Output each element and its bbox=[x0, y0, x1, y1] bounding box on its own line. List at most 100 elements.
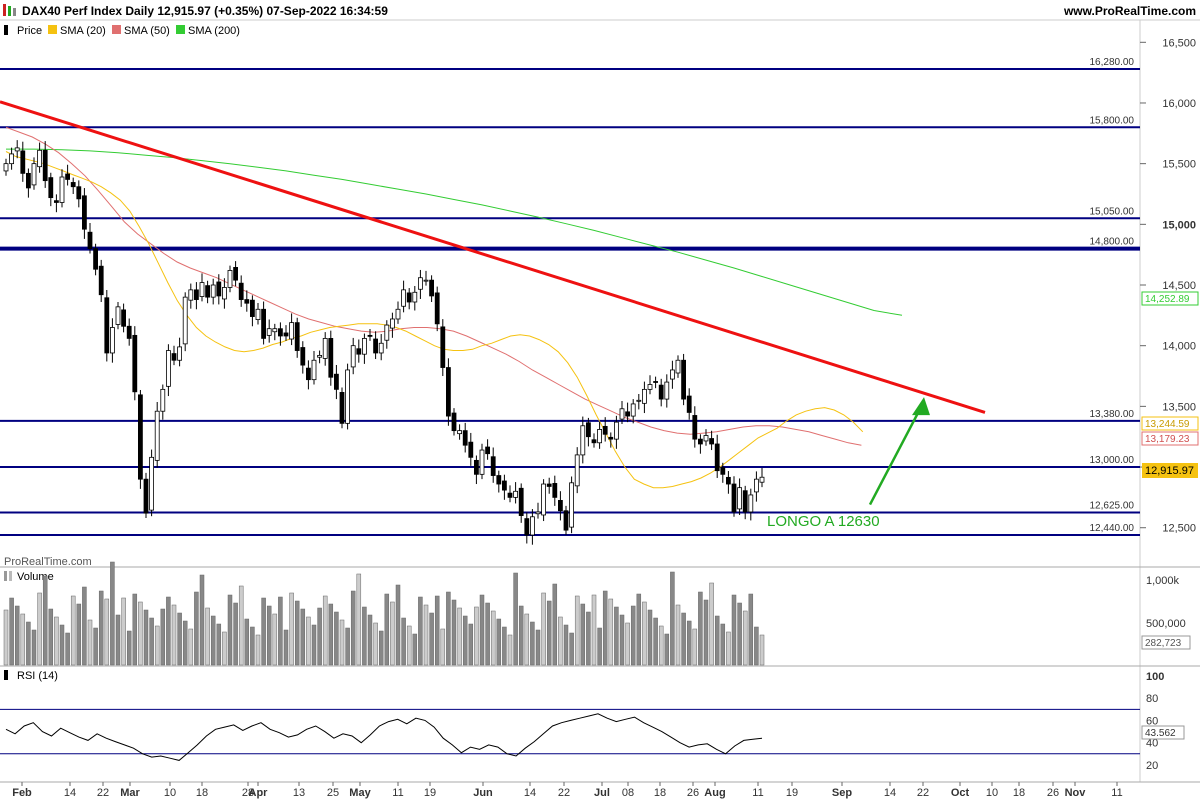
volume-bar bbox=[726, 631, 731, 666]
candle bbox=[731, 476, 737, 517]
level-label: 12,625.00 bbox=[1090, 501, 1135, 512]
date-tick-label: 11 bbox=[392, 787, 403, 799]
level-label: 15,050.00 bbox=[1090, 206, 1135, 217]
candle bbox=[737, 478, 742, 515]
candle bbox=[317, 350, 323, 364]
candle bbox=[412, 285, 418, 311]
volume-bar bbox=[625, 622, 630, 666]
target-arrow bbox=[868, 397, 930, 506]
date-tick-label: 10 bbox=[986, 787, 998, 799]
volume-bar bbox=[104, 598, 110, 666]
candle bbox=[619, 401, 625, 424]
candle bbox=[541, 479, 546, 522]
candle bbox=[25, 168, 31, 198]
volume-bar bbox=[378, 630, 384, 666]
volume-bar bbox=[535, 629, 541, 666]
red-trendline[interactable] bbox=[0, 100, 986, 414]
candle bbox=[686, 388, 692, 420]
date-tick-label: 11 bbox=[1111, 787, 1122, 799]
date-tick-label: 22 bbox=[97, 787, 109, 799]
candle bbox=[496, 470, 502, 493]
volume-bar bbox=[205, 607, 210, 666]
volume-bar bbox=[334, 611, 339, 666]
legend-sma200: SMA (200) bbox=[188, 25, 240, 37]
volume-bar bbox=[675, 604, 681, 666]
candle bbox=[692, 406, 698, 448]
volume-bar bbox=[222, 631, 227, 666]
volume-bar bbox=[731, 594, 737, 666]
volume-bar bbox=[759, 634, 765, 666]
sma20-tag: 13,244.59 bbox=[1145, 419, 1190, 430]
volume-bar bbox=[59, 624, 65, 666]
candle bbox=[110, 318, 115, 363]
date-tick-label: May bbox=[349, 787, 371, 799]
rsi-tick-label: 100 bbox=[1146, 671, 1164, 683]
candle bbox=[255, 302, 261, 325]
date-tick-label: 22 bbox=[917, 787, 929, 799]
rsi-tick-label: 40 bbox=[1146, 738, 1158, 750]
candle bbox=[479, 443, 485, 480]
candle bbox=[31, 157, 37, 190]
candle bbox=[294, 317, 300, 358]
volume-bar bbox=[132, 593, 138, 666]
price-tick-label: 15,500 bbox=[1162, 159, 1196, 171]
candle bbox=[20, 141, 26, 182]
volume-bar bbox=[742, 610, 748, 666]
volume-bar bbox=[709, 582, 714, 666]
candle bbox=[625, 402, 630, 423]
candle bbox=[54, 194, 59, 213]
date-tick-label: 22 bbox=[558, 787, 570, 799]
candle bbox=[48, 172, 54, 207]
volume-bar bbox=[754, 626, 759, 666]
volume-bar bbox=[300, 608, 306, 666]
chart-title-text: DAX40 Perf Index Daily 12,915.97 (+0.35%… bbox=[22, 4, 388, 18]
candle bbox=[37, 142, 42, 173]
brand-link[interactable]: www.ProRealTime.com bbox=[1063, 4, 1196, 18]
candle bbox=[748, 488, 754, 521]
candle bbox=[378, 334, 384, 361]
legend-sma50: SMA (50) bbox=[124, 25, 170, 37]
volume-bar bbox=[373, 622, 378, 666]
legend-volume: Volume bbox=[17, 571, 54, 583]
volume-bar bbox=[440, 628, 446, 666]
volume-bar bbox=[160, 608, 166, 666]
volume-bar bbox=[199, 574, 205, 666]
volume-bar bbox=[255, 634, 261, 666]
candle bbox=[367, 329, 373, 341]
volume-bar bbox=[670, 571, 675, 666]
date-tick-label: 19 bbox=[424, 787, 436, 799]
candle bbox=[65, 164, 70, 186]
volume-bar bbox=[37, 592, 42, 666]
volume-bar bbox=[278, 596, 283, 666]
date-tick-label: 14 bbox=[524, 787, 536, 799]
rsi-path bbox=[5, 713, 763, 761]
volume-bar bbox=[703, 599, 709, 666]
volume-bar bbox=[121, 597, 126, 666]
volume-bar bbox=[126, 630, 132, 666]
volume-bar bbox=[322, 595, 328, 666]
candle bbox=[143, 472, 149, 519]
candle bbox=[361, 333, 367, 364]
volume-bar bbox=[26, 621, 31, 666]
level-label: 13,000.00 bbox=[1090, 455, 1135, 466]
candle bbox=[462, 422, 468, 453]
price-tick-label: 16,500 bbox=[1162, 37, 1196, 49]
volume-bar bbox=[608, 598, 614, 666]
volume-bar bbox=[446, 591, 451, 666]
candle bbox=[42, 141, 48, 188]
chart-title: DAX40 Perf Index Daily 12,915.97 (+0.35%… bbox=[3, 4, 388, 18]
candle bbox=[300, 341, 306, 374]
trendline[interactable] bbox=[0, 100, 986, 414]
volume-bar bbox=[434, 595, 440, 666]
candle bbox=[580, 416, 586, 464]
volume-bar bbox=[171, 604, 177, 666]
candle bbox=[703, 429, 709, 446]
volume-tick-500k: 500,000 bbox=[1146, 618, 1186, 630]
candle bbox=[322, 332, 328, 366]
candle bbox=[614, 415, 619, 449]
volume-bar bbox=[233, 602, 238, 666]
volume-bar bbox=[194, 591, 199, 666]
candle bbox=[132, 326, 138, 401]
candle bbox=[70, 177, 76, 194]
